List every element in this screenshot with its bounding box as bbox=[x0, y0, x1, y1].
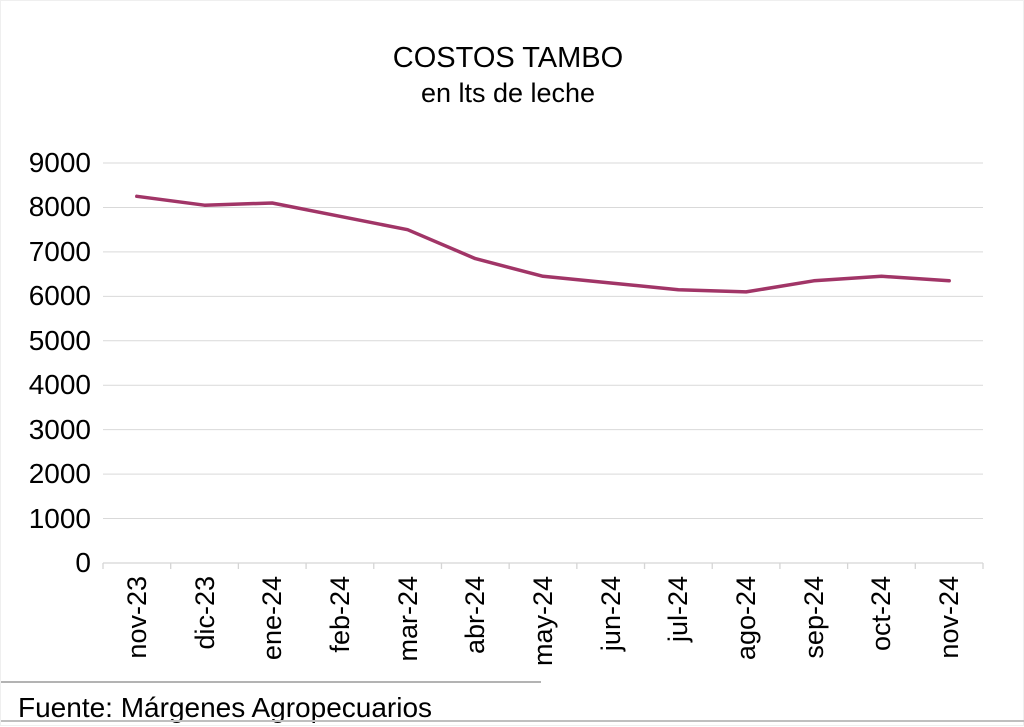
chart-title: COSTOS TAMBO en lts de leche bbox=[68, 41, 948, 111]
x-axis-tick-label: mar-24 bbox=[392, 576, 423, 662]
x-axis-tick-label: jun-24 bbox=[595, 576, 626, 652]
x-axis-tick-label: ago-24 bbox=[731, 576, 762, 661]
x-axis-tick-label: abr-24 bbox=[460, 576, 491, 655]
chart-title-line1: COSTOS TAMBO bbox=[392, 42, 624, 74]
x-axis-tick-label: nov-23 bbox=[121, 576, 152, 659]
y-axis-tick-label: 0 bbox=[75, 547, 91, 578]
x-axis-tick-label: oct-24 bbox=[866, 576, 897, 652]
x-axis-tick-label: sep-24 bbox=[798, 576, 829, 659]
x-axis-tick-label: nov-24 bbox=[934, 576, 965, 659]
y-axis-labels: 9000 8000 7000 6000 5000 4000 3000 2000 1000 0 bbox=[1, 1, 91, 727]
x-axis-labels: nov-23 dic-23 ene-24 feb-24 mar-24 abr-24 may-… bbox=[103, 576, 983, 681]
y-axis-tick-label: 6000 bbox=[28, 280, 91, 312]
x-axis-tick-label: dic-23 bbox=[189, 576, 220, 650]
x-axis-tick-label: ene-24 bbox=[257, 576, 288, 661]
y-axis-tick-label: 2000 bbox=[28, 458, 91, 490]
x-axis-tick-label: may-24 bbox=[528, 576, 558, 667]
chart-title-line2: en lts de leche bbox=[420, 78, 596, 108]
y-axis-tick-label: 7000 bbox=[28, 235, 91, 267]
y-axis-tick-label: 1000 bbox=[28, 502, 91, 534]
x-axis-tick-label: jul-24 bbox=[663, 576, 694, 643]
x-axis-tick-label: feb-24 bbox=[324, 576, 355, 653]
y-axis-tick-label: 5000 bbox=[28, 324, 91, 356]
y-axis-tick-label: 8000 bbox=[28, 191, 91, 223]
plot-area bbox=[102, 162, 984, 569]
y-axis-tick-label: 4000 bbox=[28, 369, 91, 401]
bottom-border bbox=[1, 720, 1024, 722]
cost-line-series bbox=[135, 194, 951, 294]
source-note: Fuente: Márgenes Agropecuarios bbox=[18, 692, 433, 723]
y-axis-tick-label: 9000 bbox=[28, 147, 91, 178]
y-axis-tick-label: 3000 bbox=[28, 413, 91, 445]
footer-divider bbox=[1, 681, 541, 683]
